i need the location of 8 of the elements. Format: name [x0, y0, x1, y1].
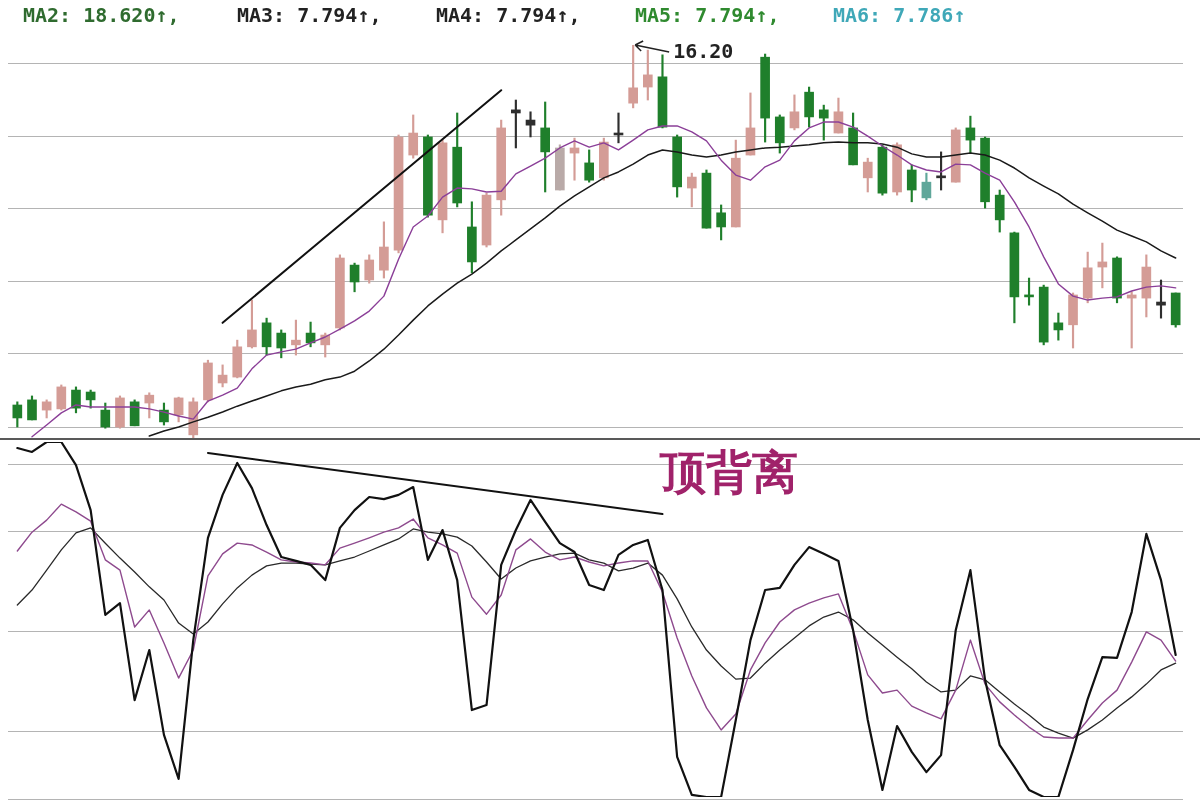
text: MA5: 7.794↑,: [635, 3, 780, 28]
text: MA3: 7.794↑,: [237, 3, 382, 28]
text: MA2: 18.620↑,: [23, 3, 180, 28]
annotation: 16.20: [673, 39, 734, 64]
candlestick: [525, 111, 536, 138]
annotation: 顶背离: [659, 444, 798, 499]
text: MA4: 7.794↑,: [436, 3, 581, 28]
text: MA6: 7.786↑: [833, 3, 966, 28]
